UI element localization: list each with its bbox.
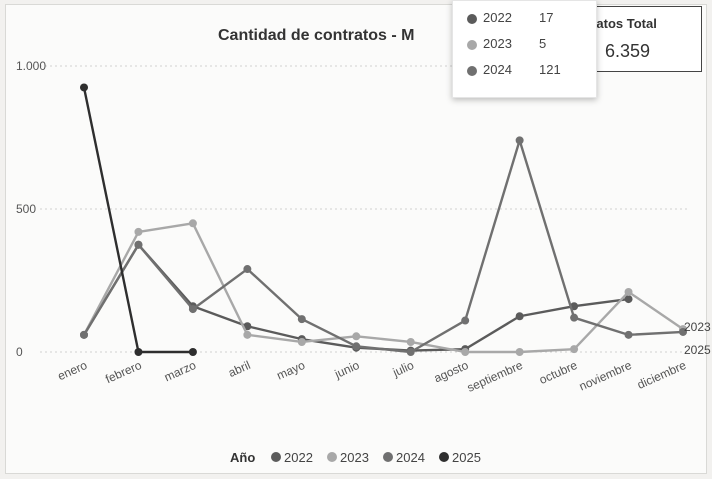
- series-end-label: 2025: [684, 343, 711, 357]
- y-tick-label: 500: [16, 202, 36, 216]
- data-point[interactable]: [461, 316, 470, 325]
- x-tick-label: junio: [332, 358, 362, 382]
- data-point[interactable]: [624, 287, 633, 296]
- data-point[interactable]: [297, 337, 306, 346]
- series-2024[interactable]: [80, 136, 687, 356]
- data-point[interactable]: [352, 332, 361, 341]
- data-point[interactable]: [134, 348, 143, 356]
- tooltip-year: 2022: [483, 10, 512, 25]
- series-line: [82, 87, 193, 354]
- data-point[interactable]: [406, 348, 415, 356]
- data-point[interactable]: [406, 337, 415, 346]
- tooltip-value: 17: [539, 10, 554, 25]
- legend-label: 2022: [284, 450, 313, 465]
- chart-title: Cantidad de contratos - M: [218, 27, 414, 44]
- tooltip-value: 5: [539, 36, 547, 51]
- tooltip-year: 2024: [483, 62, 512, 77]
- data-point[interactable]: [80, 330, 88, 339]
- data-point[interactable]: [570, 313, 579, 322]
- legend-label: 2023: [340, 450, 369, 465]
- data-point[interactable]: [352, 342, 361, 351]
- kpi-value: 6.359: [605, 41, 651, 61]
- tooltip: 2022 17 2023 5 2024 121: [452, 0, 597, 98]
- data-point[interactable]: [570, 345, 579, 354]
- x-tick-label: diciembre: [635, 358, 689, 392]
- data-point[interactable]: [134, 227, 143, 236]
- data-point[interactable]: [243, 330, 252, 339]
- data-point[interactable]: [624, 295, 633, 304]
- x-tick-label: marzo: [162, 358, 198, 384]
- kpi-label: tratos Total: [587, 16, 657, 31]
- x-tick-label: julio: [390, 358, 416, 380]
- data-point[interactable]: [515, 312, 524, 321]
- series-color-dot: [467, 66, 477, 76]
- legend-label: 2025: [452, 450, 481, 465]
- tooltip-year: 2023: [483, 36, 512, 51]
- data-point[interactable]: [188, 219, 197, 228]
- series-color-dot: [467, 40, 477, 50]
- legend-item[interactable]: 2022: [271, 450, 313, 465]
- data-point[interactable]: [188, 305, 197, 314]
- data-point[interactable]: [134, 240, 143, 249]
- legend-item[interactable]: 2025: [439, 450, 481, 465]
- series-2025[interactable]: [80, 83, 197, 356]
- y-tick-label: 0: [16, 345, 23, 359]
- x-tick-label: mayo: [275, 358, 308, 383]
- series-2023[interactable]: [80, 219, 687, 356]
- x-tick-label: abril: [226, 358, 252, 380]
- data-point[interactable]: [80, 83, 88, 92]
- legend-item[interactable]: 2024: [383, 450, 425, 465]
- legend-marker: [327, 452, 337, 462]
- data-point[interactable]: [461, 348, 470, 356]
- series-end-label: 2023: [684, 320, 711, 334]
- data-point[interactable]: [188, 348, 197, 356]
- x-tick-label: septiembre: [465, 358, 525, 395]
- data-point[interactable]: [679, 327, 687, 336]
- series-color-dot: [467, 14, 477, 24]
- series-line: [82, 139, 684, 354]
- y-tick-label: 1.000: [16, 59, 46, 73]
- x-tick-label: noviembre: [577, 358, 634, 394]
- x-tick-label: enero: [55, 358, 89, 383]
- data-point[interactable]: [624, 330, 633, 339]
- legend-item[interactable]: 2023: [327, 450, 369, 465]
- kpi-card[interactable]: tratos Total 6.359: [576, 6, 702, 72]
- legend-marker: [383, 452, 393, 462]
- data-point[interactable]: [515, 136, 524, 145]
- legend-title: Año: [230, 450, 255, 465]
- legend-marker: [271, 452, 281, 462]
- x-tick-label: octubre: [537, 358, 580, 387]
- legend-marker: [439, 452, 449, 462]
- data-point[interactable]: [515, 348, 524, 356]
- tooltip-value: 121: [539, 62, 561, 77]
- data-point[interactable]: [243, 265, 252, 274]
- series-line: [82, 222, 684, 354]
- legend-label: 2024: [396, 450, 425, 465]
- x-tick-label: febrero: [103, 358, 144, 386]
- data-point[interactable]: [297, 315, 306, 324]
